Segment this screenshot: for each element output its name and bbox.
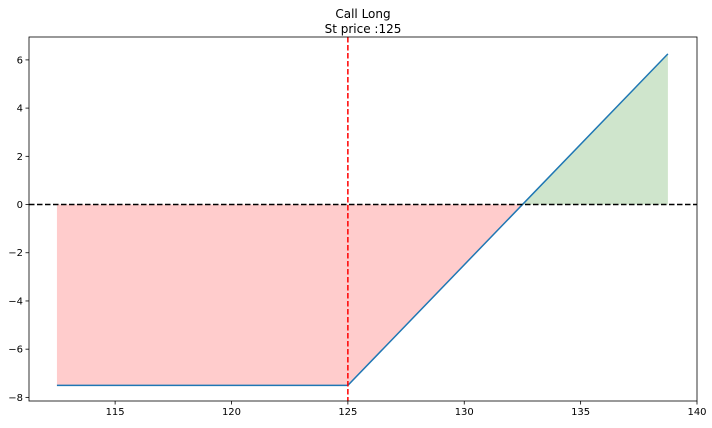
chart-title: Call Long (335, 7, 390, 21)
x-tick-label: 125 (338, 407, 357, 418)
y-tick-label: −6 (8, 345, 23, 356)
x-tick-label: 115 (106, 407, 125, 418)
axes-frame (28, 36, 698, 402)
loss-fill-area (56, 204, 523, 386)
y-tick-label: 0 (17, 200, 23, 211)
y-tick-label: 4 (17, 104, 23, 115)
y-tick-label: −2 (8, 248, 23, 259)
y-tick-label: 6 (17, 55, 23, 66)
chart-subtitle: St price :125 (325, 22, 402, 36)
x-tick-label: 130 (455, 407, 474, 418)
plot-area: 115 120 125 130 135 140 −8 −6 −4 −2 0 2 4 6 (8, 36, 707, 418)
x-tick-label: 120 (222, 407, 241, 418)
y-tick-label: −4 (8, 296, 23, 307)
y-tick-label: 2 (17, 152, 23, 163)
x-tick-label: 135 (571, 407, 590, 418)
x-tick-label: 140 (687, 407, 706, 418)
y-tick-label: −8 (8, 393, 23, 404)
